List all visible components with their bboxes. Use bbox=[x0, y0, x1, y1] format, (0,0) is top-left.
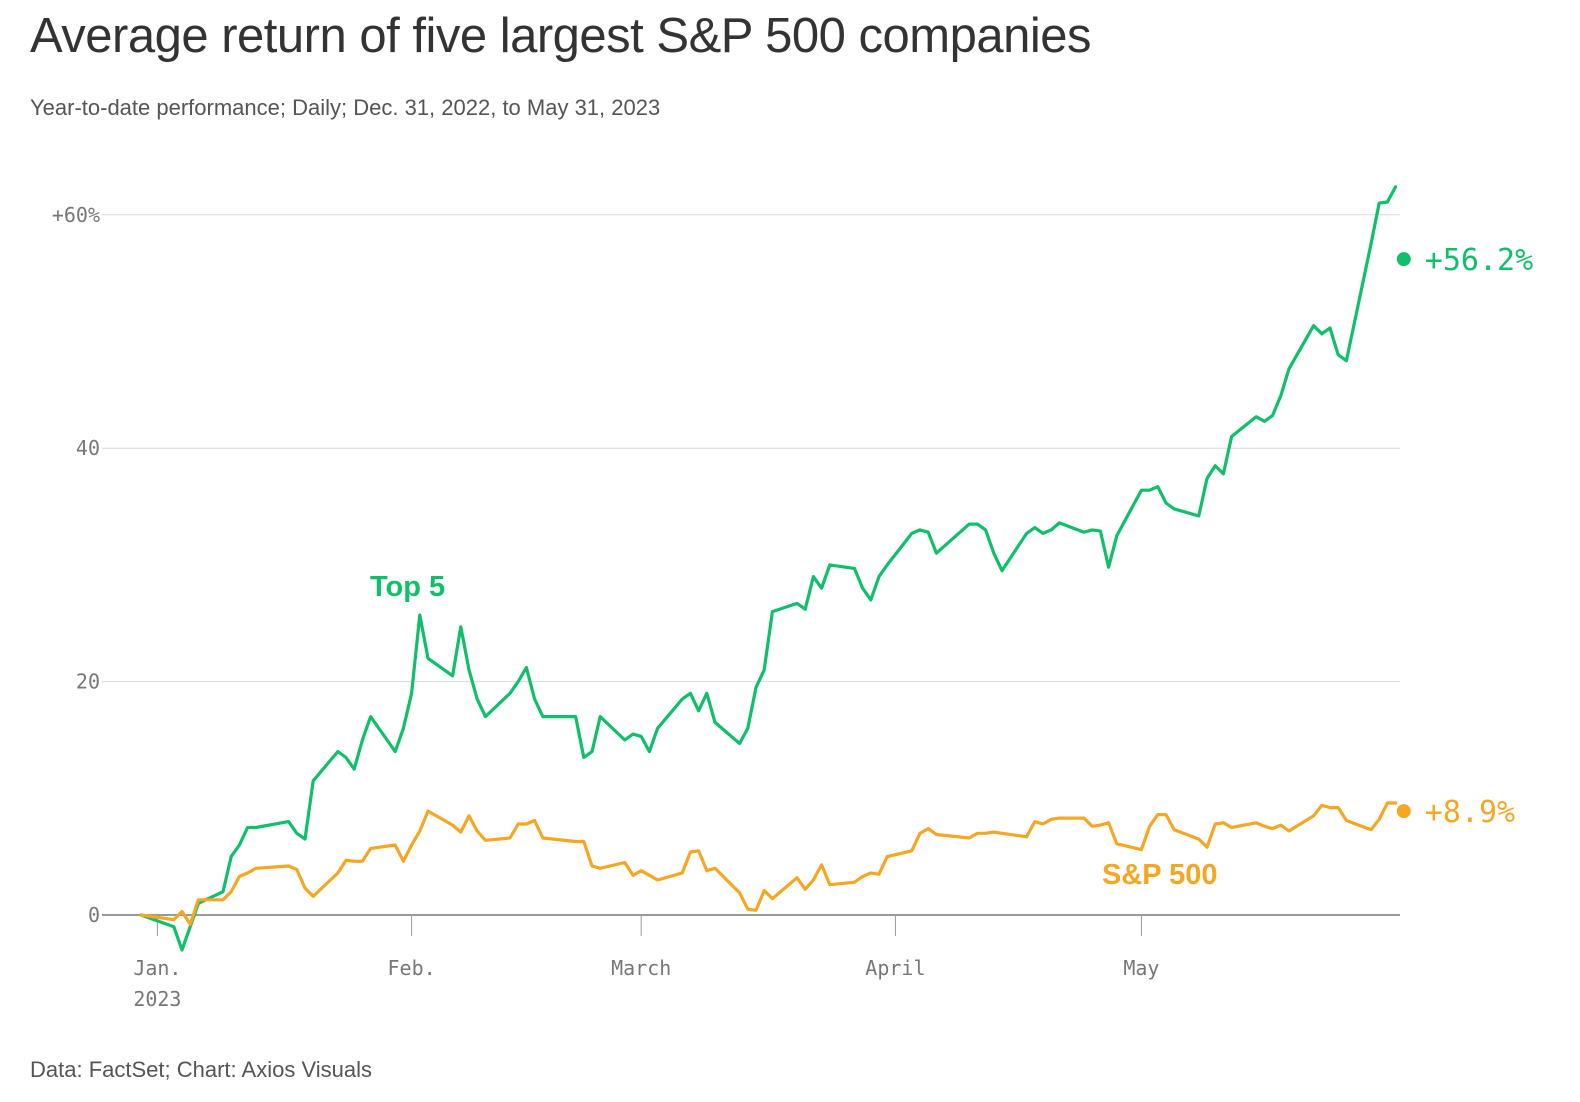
x-tick-label: May bbox=[1123, 956, 1159, 980]
series-label-sp500: S&P 500 bbox=[1102, 859, 1218, 891]
y-tick-label: +60% bbox=[52, 203, 100, 227]
chart-title: Average return of five largest S&P 500 c… bbox=[30, 9, 1092, 63]
x-axis: Jan. Feb. March April May 2023 bbox=[133, 915, 1159, 1011]
x-tick-label: April bbox=[865, 956, 925, 980]
y-tick-label: 0 bbox=[88, 903, 100, 927]
end-point-sp500 bbox=[1396, 804, 1411, 819]
end-point-top5 bbox=[1396, 252, 1411, 267]
series-labels: Top 5 S&P 500 bbox=[370, 571, 1218, 891]
series-line-sp500 bbox=[139, 801, 1398, 926]
y-tick-label: 40 bbox=[76, 436, 100, 460]
y-axis-ticks: +60% 40 20 0 bbox=[52, 203, 100, 927]
x-tick-label: Feb. bbox=[388, 956, 436, 980]
end-value-label-sp500: +8.9% bbox=[1425, 795, 1515, 830]
series-line-top5 bbox=[139, 185, 1398, 952]
chart-subtitle: Year-to-date performance; Daily; Dec. 31… bbox=[30, 95, 661, 120]
series-lines: +56.2% +8.9% bbox=[139, 185, 1533, 952]
x-tick-label: March bbox=[611, 956, 671, 980]
x-tick-label: Jan. bbox=[133, 956, 181, 980]
chart-source: Data: FactSet; Chart: Axios Visuals bbox=[30, 1057, 372, 1082]
end-value-label-top5: +56.2% bbox=[1425, 243, 1533, 278]
y-tick-label: 20 bbox=[76, 670, 100, 694]
y-gridlines bbox=[102, 214, 1400, 916]
series-label-top5: Top 5 bbox=[370, 571, 445, 603]
x-year-label: 2023 bbox=[133, 987, 181, 1011]
